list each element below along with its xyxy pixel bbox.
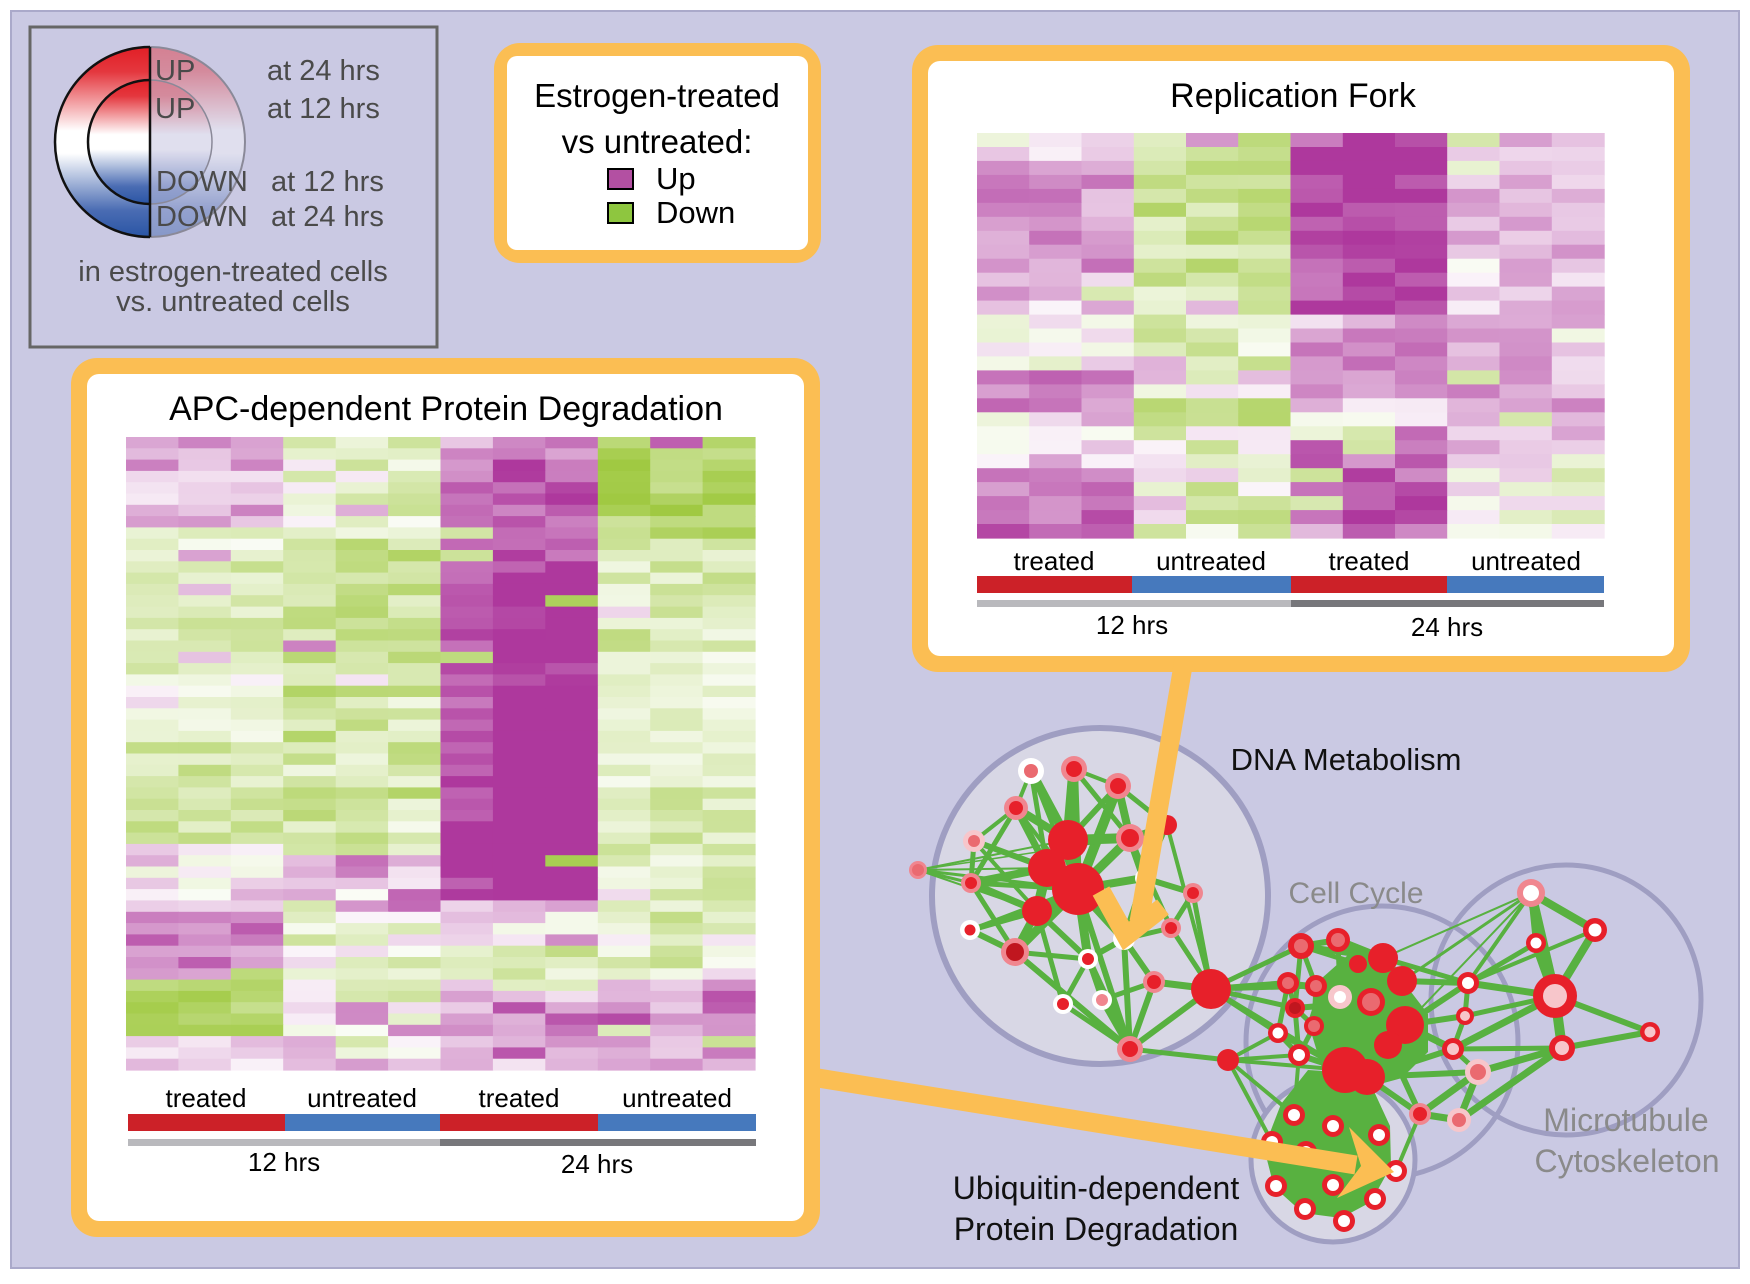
svg-text:DOWN: DOWN <box>156 166 248 198</box>
svg-text:Up: Up <box>656 161 696 196</box>
svg-text:untreated: untreated <box>307 1083 417 1113</box>
svg-text:Microtubule: Microtubule <box>1543 1102 1708 1138</box>
svg-text:at 12 hrs: at 12 hrs <box>271 166 384 198</box>
svg-text:12 hrs: 12 hrs <box>248 1147 320 1177</box>
svg-text:24 hrs: 24 hrs <box>1411 612 1483 642</box>
svg-text:treated: treated <box>166 1083 247 1113</box>
svg-text:treated: treated <box>1329 546 1410 576</box>
svg-text:untreated: untreated <box>622 1083 732 1113</box>
svg-text:in estrogen-treated cells: in estrogen-treated cells <box>78 256 388 288</box>
svg-text:untreated: untreated <box>1156 546 1266 576</box>
svg-text:Cell Cycle: Cell Cycle <box>1288 877 1423 910</box>
svg-text:untreated: untreated <box>1471 546 1581 576</box>
svg-text:DNA Metabolism: DNA Metabolism <box>1231 742 1462 777</box>
svg-text:vs. untreated cells: vs. untreated cells <box>116 286 350 318</box>
svg-text:at 24 hrs: at 24 hrs <box>271 201 384 233</box>
svg-text:Protein Degradation: Protein Degradation <box>954 1211 1239 1247</box>
svg-text:Down: Down <box>656 195 735 230</box>
svg-text:Estrogen-treated: Estrogen-treated <box>534 77 780 114</box>
svg-text:Replication Fork: Replication Fork <box>1170 77 1417 115</box>
svg-text:at 12 hrs: at 12 hrs <box>267 93 380 125</box>
svg-text:at 24 hrs: at 24 hrs <box>267 55 380 87</box>
svg-text:24 hrs: 24 hrs <box>561 1149 633 1179</box>
svg-text:UP: UP <box>155 55 195 87</box>
svg-text:Cytoskeleton: Cytoskeleton <box>1535 1143 1720 1179</box>
svg-text:DOWN: DOWN <box>156 201 248 233</box>
svg-text:UP: UP <box>155 93 195 125</box>
svg-text:12 hrs: 12 hrs <box>1096 610 1168 640</box>
svg-text:treated: treated <box>479 1083 560 1113</box>
svg-text:Ubiquitin-dependent: Ubiquitin-dependent <box>953 1170 1240 1206</box>
svg-text:treated: treated <box>1014 546 1095 576</box>
svg-text:APC-dependent Protein Degradat: APC-dependent Protein Degradation <box>169 390 723 428</box>
svg-text:vs untreated:: vs untreated: <box>562 123 753 160</box>
